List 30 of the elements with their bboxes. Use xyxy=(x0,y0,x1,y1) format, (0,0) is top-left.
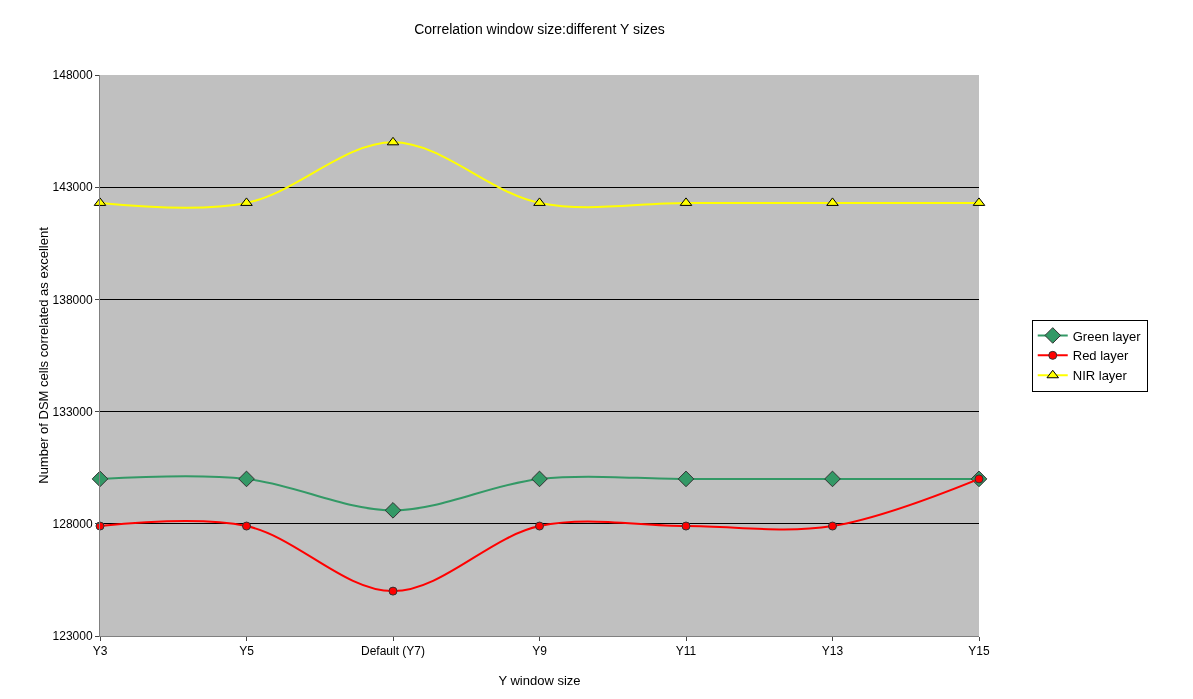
y-tick-label: 138000 xyxy=(52,292,93,307)
x-tick-label: Default (Y7) xyxy=(360,644,426,659)
point xyxy=(681,521,691,531)
point xyxy=(238,470,255,488)
x-tick-label: Y3 xyxy=(92,644,108,659)
point xyxy=(242,521,251,531)
y-tick-label: 128000 xyxy=(52,517,93,531)
legend-label: Red layer xyxy=(1072,348,1130,364)
x-axis-title: Y window size xyxy=(498,673,581,688)
y-tick-label: 143000 xyxy=(52,180,93,195)
point xyxy=(677,470,695,488)
y-tick-label: 123000 xyxy=(52,629,93,644)
point xyxy=(531,470,548,488)
chart-title: Correlation window size:different Y sizes xyxy=(414,21,665,38)
x-tick-label: Y9 xyxy=(532,644,548,659)
y-tick-label: 148000 xyxy=(52,68,93,83)
point xyxy=(388,586,398,596)
point xyxy=(386,136,400,146)
point xyxy=(824,470,841,488)
point xyxy=(828,521,837,531)
y-tick-label: 133000 xyxy=(52,404,93,419)
point xyxy=(384,502,402,519)
legend-label: Green layer xyxy=(1072,328,1142,344)
x-tick-label: Y5 xyxy=(239,644,255,659)
x-tick-label: Y11 xyxy=(675,644,697,659)
y-axis-title: Number of DSM cells correlated as excellent xyxy=(35,226,51,484)
point xyxy=(535,521,544,531)
legend-label: NIR layer xyxy=(1072,368,1128,384)
x-tick-label: Y13 xyxy=(821,644,844,659)
x-tick-label: Y15 xyxy=(968,644,990,659)
